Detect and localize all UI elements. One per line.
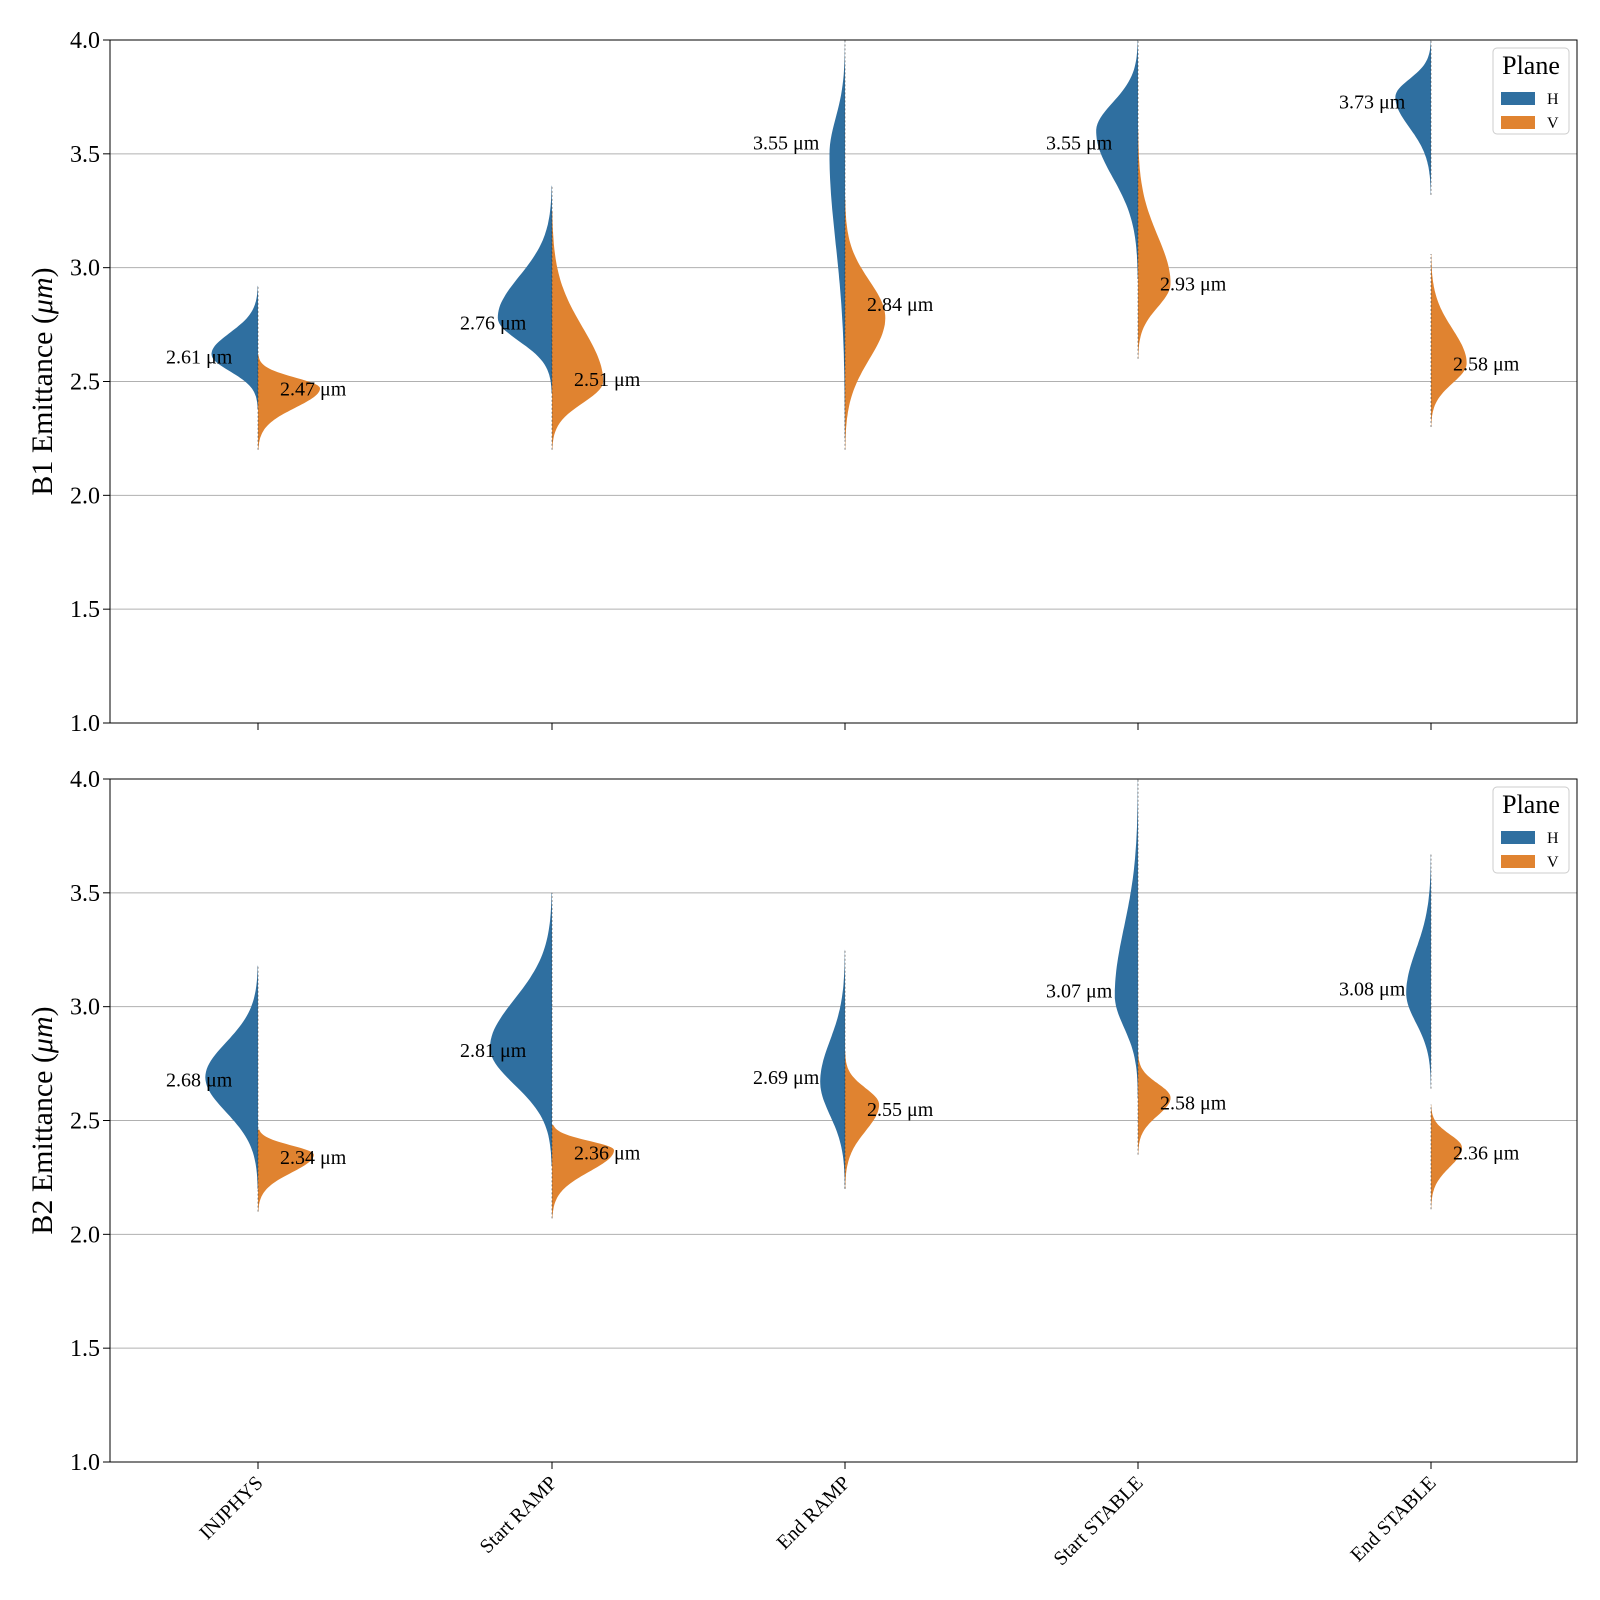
violin-h-start-stable [1096, 40, 1138, 280]
median-label-h: 3.55 μm [1046, 132, 1113, 154]
y-tick-label: 2.5 [70, 370, 100, 396]
y-axis-label-text: B2 Emittance [26, 1071, 59, 1235]
y-tick-label: 2.5 [70, 1109, 100, 1135]
median-label-h: 3.07 μm [1046, 981, 1113, 1003]
legend-title: Plane [1502, 51, 1560, 80]
y-tick-label: 2.0 [70, 1222, 100, 1248]
median-label-v: 2.36 μm [574, 1142, 641, 1164]
plot-frame [109, 778, 1578, 1463]
median-label-v: 2.55 μm [867, 1099, 934, 1121]
legend-swatch-h [1501, 92, 1535, 105]
median-label-v: 2.93 μm [1160, 274, 1227, 296]
violin-v-injphys [258, 354, 320, 450]
legend-swatch-v [1501, 855, 1535, 868]
violin-v-end-ramp [845, 1052, 880, 1189]
median-label-h: 3.73 μm [1339, 91, 1406, 113]
violin-v-start-stable [1138, 1052, 1171, 1155]
violin-h-end-ramp [829, 40, 845, 439]
y-tick-label: 3.5 [70, 142, 100, 168]
y-tick-label: 3.5 [70, 881, 100, 907]
y-axis-label: B1 Emittance (μm) [26, 267, 59, 495]
violin-h-start-stable [1114, 779, 1138, 1098]
violin-v-end-stable [1431, 1104, 1462, 1210]
median-label-v: 2.58 μm [1453, 353, 1520, 375]
median-label-h: 2.69 μm [753, 1067, 820, 1089]
median-label-h: 2.81 μm [460, 1040, 527, 1062]
y-axis-label-unit: μm [26, 277, 59, 315]
legend-label-h: H [1547, 830, 1559, 847]
y-tick-label: 1.5 [70, 1336, 100, 1362]
y-axis-label-open: ( [26, 314, 59, 332]
violin-h-start-ramp [490, 892, 552, 1167]
y-tick-label: 3.0 [70, 995, 100, 1021]
violin-h-injphys [211, 285, 258, 409]
legend-box [1492, 47, 1570, 135]
median-label-h: 3.55 μm [753, 132, 820, 154]
legend-label-h: H [1547, 91, 1559, 108]
y-tick-label: 4.0 [70, 767, 100, 793]
y-tick-label: 4.0 [70, 28, 100, 54]
legend-box [1492, 786, 1570, 874]
violin-h-injphys [205, 965, 258, 1189]
y-tick-label: 1.5 [70, 597, 100, 623]
violin-h-start-ramp [497, 185, 552, 393]
legend-swatch-h [1501, 831, 1535, 844]
violin-v-end-stable [1431, 254, 1467, 428]
median-label-v: 2.36 μm [1453, 1142, 1520, 1164]
median-label-h: 3.08 μm [1339, 978, 1406, 1000]
violin-v-start-stable [1138, 131, 1171, 359]
violin-h-end-stable [1406, 854, 1431, 1089]
y-axis-label-close: ) [26, 1006, 59, 1016]
panel-b1: 1.0 1.5 2.0 2.5 3.0 3.5 4.0 2.61 μm 2.76 μm 3.55 … [26, 28, 1578, 737]
legend-swatch-v [1501, 116, 1535, 129]
median-label-v: 2.34 μm [280, 1147, 347, 1169]
median-label-h: 2.76 μm [460, 312, 527, 334]
legend-title: Plane [1502, 790, 1560, 819]
violin-v-start-ramp [552, 210, 604, 450]
violin-h-end-ramp [820, 949, 845, 1189]
median-label-v: 2.51 μm [574, 369, 641, 391]
violin-group [211, 40, 1467, 450]
median-label-v: 2.84 μm [867, 294, 934, 316]
violin-v-injphys [258, 1129, 314, 1212]
median-label-h: 2.68 μm [166, 1070, 233, 1092]
y-tick-label: 2.0 [70, 483, 100, 509]
median-label-v: 2.58 μm [1160, 1092, 1227, 1114]
y-axis-label: B2 Emittance (μm) [26, 1006, 59, 1234]
legend-label-v: V [1547, 115, 1559, 132]
y-tick-label: 1.0 [70, 711, 100, 737]
y-axis-label-text: B1 Emittance [26, 332, 59, 496]
median-label-h: 2.61 μm [166, 346, 233, 368]
y-axis-label-unit: μm [26, 1016, 59, 1054]
y-axis-label-close: ) [26, 267, 59, 277]
violin-v-end-ramp [845, 199, 886, 450]
violin-group [205, 779, 1462, 1219]
violin-h-end-stable [1395, 40, 1431, 195]
y-axis-label-open: ( [26, 1053, 59, 1071]
plot-frame [109, 39, 1578, 724]
y-tick-label: 3.0 [70, 256, 100, 282]
median-label-v: 2.47 μm [280, 378, 347, 400]
violin-v-start-ramp [552, 1125, 614, 1219]
legend-label-v: V [1547, 854, 1559, 871]
y-tick-label: 1.0 [70, 1450, 100, 1476]
